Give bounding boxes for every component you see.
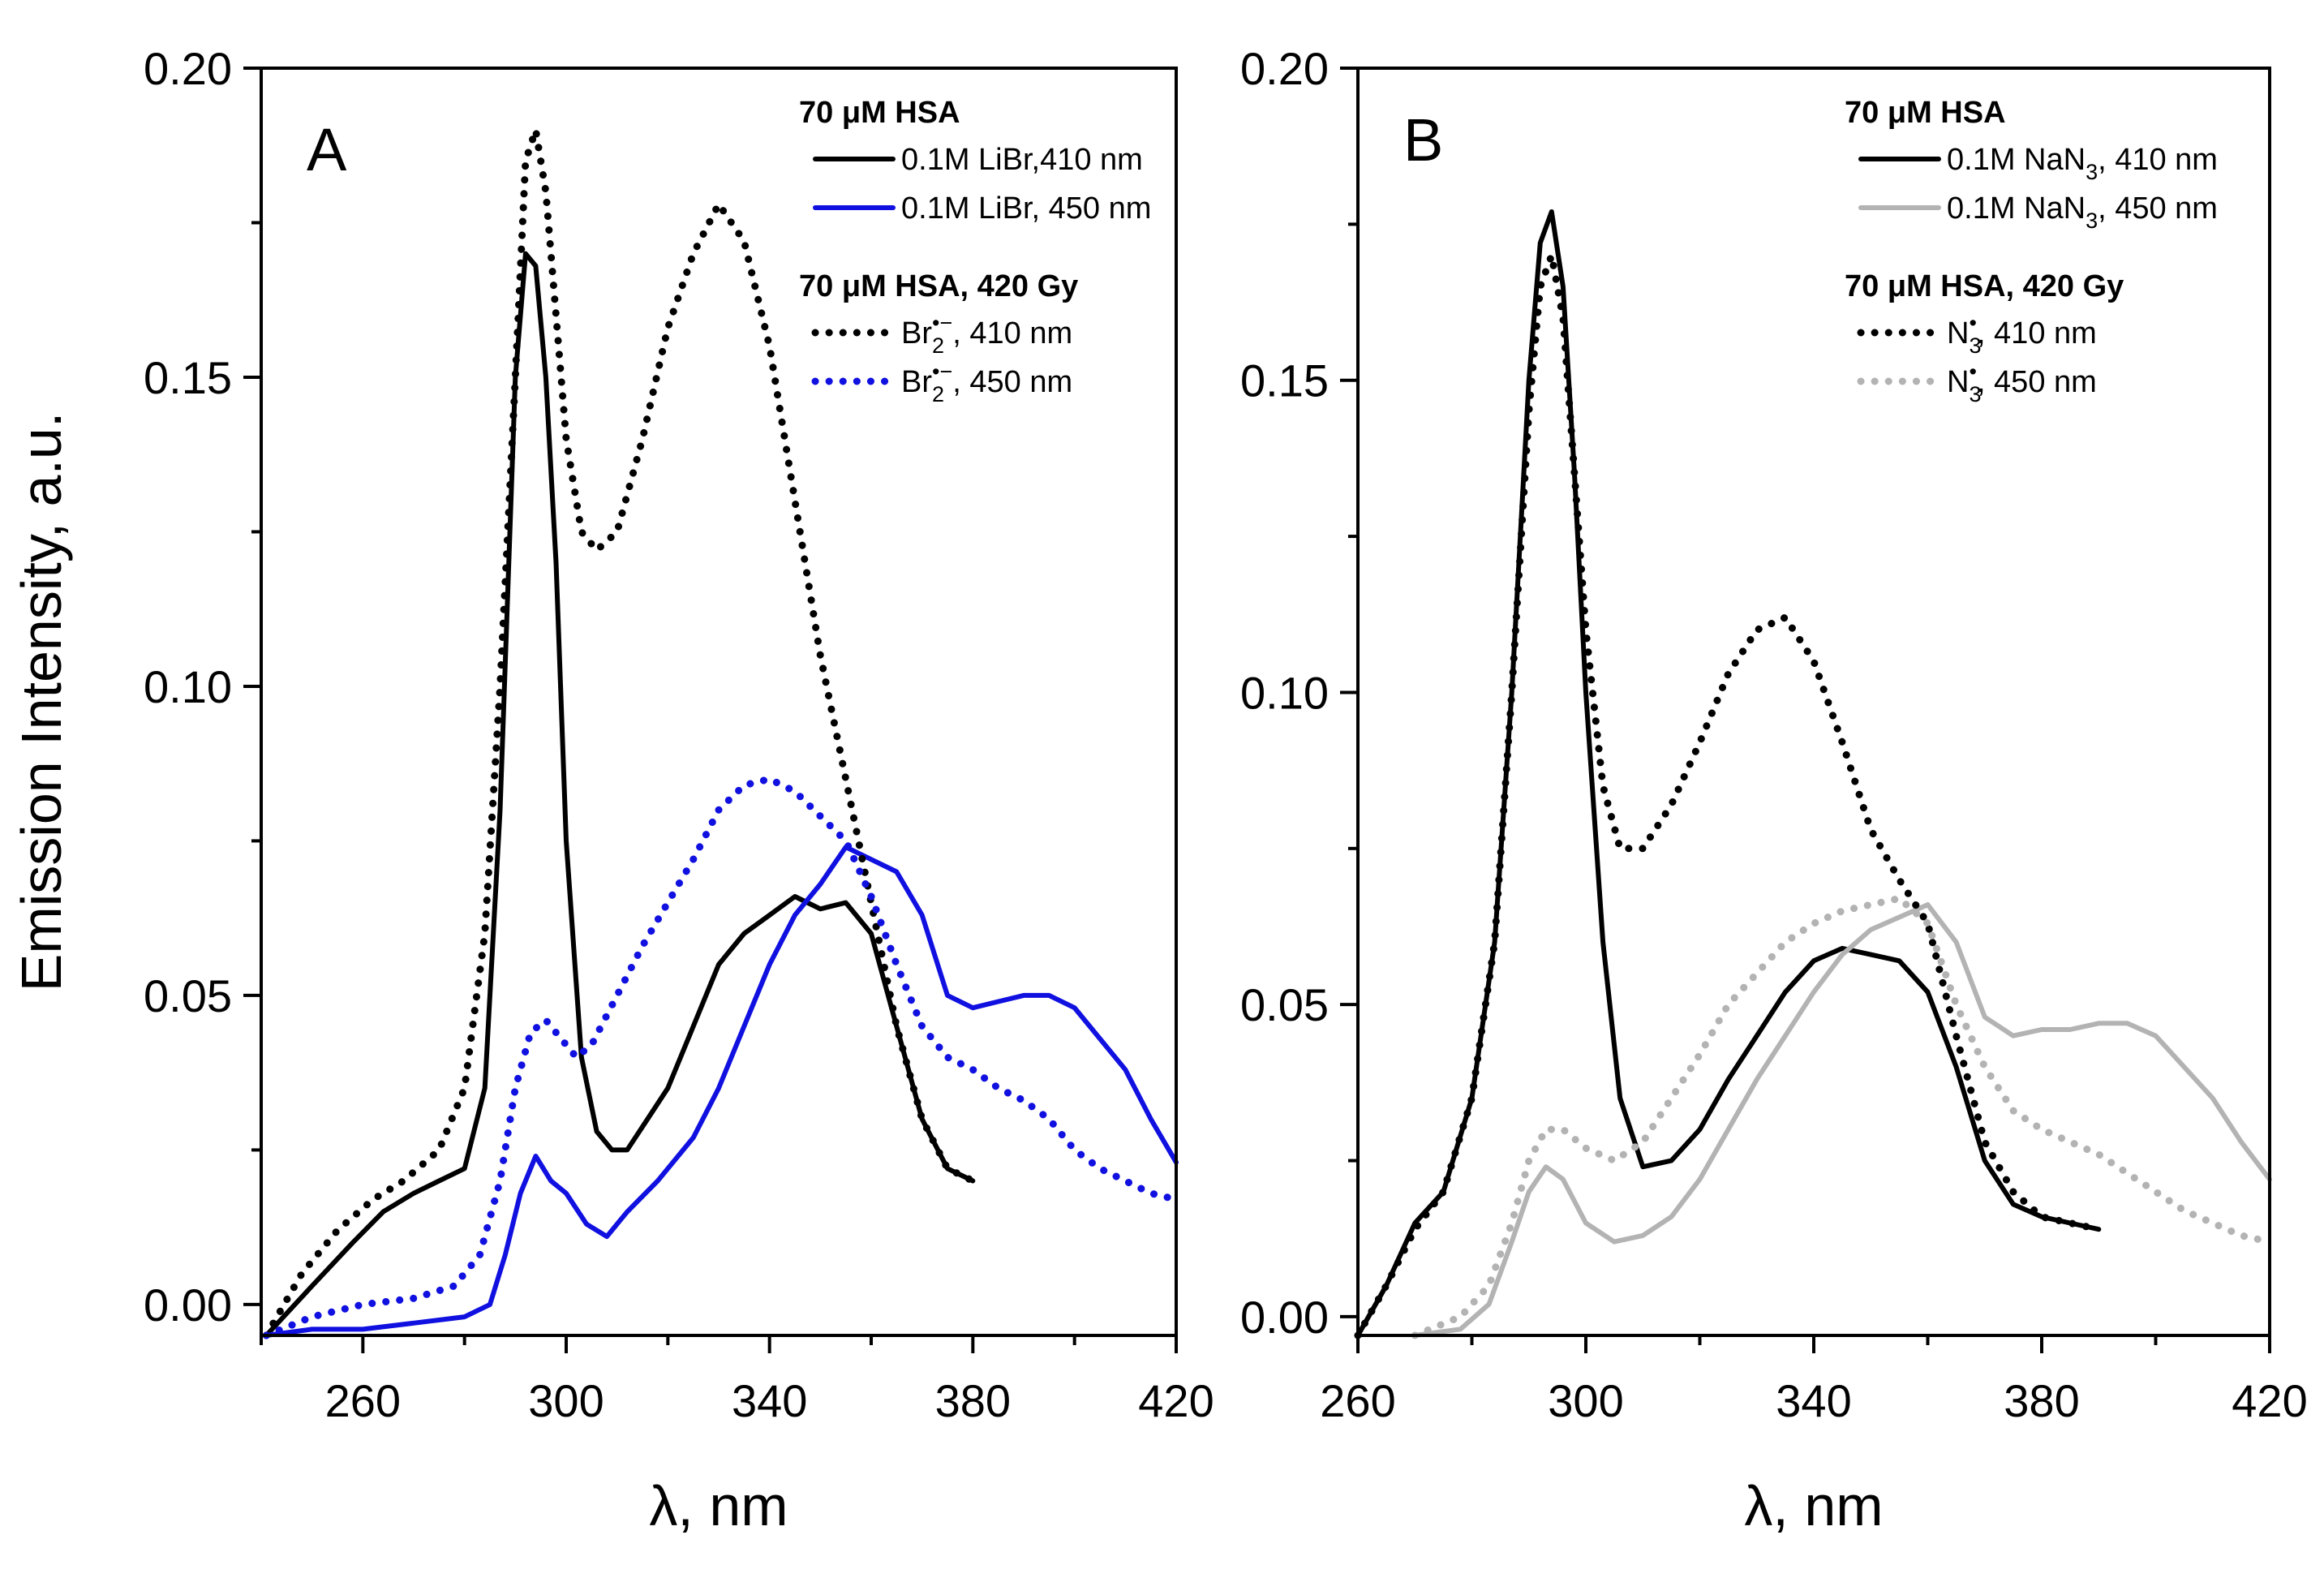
series-line-a-2 (262, 126, 977, 1339)
legend-a: 70 μM HSA 0.1M LiBr,410 nm 0.1M LiBr, 450 … (799, 96, 1151, 406)
series-line-b-2 (1354, 252, 2103, 1339)
series-line-a-3 (262, 775, 1180, 1339)
y-tick-label-b: 0.05 (1240, 979, 1329, 1030)
y-tick-label-a: 0.15 (144, 352, 232, 403)
legend-heading-b: 70 μM HSA (1845, 96, 2006, 130)
legend-label-b-0: 0.1M NaN3, 410 nm (1947, 143, 2218, 184)
plot-frame-a (260, 67, 1178, 1337)
y-tick-label-b: 0.15 (1240, 355, 1329, 406)
legend-heading-a: 70 μM HSA, 420 Gy (799, 269, 1078, 303)
x-tick-label-a: 380 (935, 1375, 1011, 1426)
legend-b: 70 μM HSA 0.1M NaN3, 410 nm 0.1M NaN3, 450… (1845, 96, 2218, 406)
x-tick-label-b: 340 (1776, 1375, 1851, 1426)
panel-a: 260 300 340 380 420 0.00 0.05 0.10 0.15 0.20 λ, nm… (10, 43, 1214, 1537)
plot-frame-b (1356, 67, 2271, 1337)
series-line-b-0 (1355, 209, 2102, 1338)
panel-b: 260 300 340 380 420 0.00 0.05 0.10 0.15 0.20 λ, nm… (1240, 43, 2308, 1537)
x-tick-label-a: 300 (528, 1375, 604, 1426)
x-tick-label-a: 260 (325, 1375, 401, 1426)
x-tick-label-b: 260 (1320, 1375, 1395, 1426)
legend-label-b-2: N3•, 410 nm (1947, 311, 2097, 358)
legend-label-a-1: 0.1M LiBr, 450 nm (901, 191, 1151, 226)
x-tick-label-a: 420 (1138, 1375, 1214, 1426)
y-tick-label-a: 0.20 (144, 43, 232, 94)
series-line-a-1 (264, 845, 1179, 1338)
legend-label-b-3: N3•, 450 nm (1947, 359, 2097, 406)
y-tick-label-a: 0.10 (144, 661, 232, 712)
x-tick-label-b: 420 (2232, 1375, 2307, 1426)
legend-label-a-0: 0.1M LiBr,410 nm (901, 143, 1143, 177)
x-tick-label-b: 380 (2004, 1375, 2079, 1426)
y-tick-label-b: 0.20 (1240, 43, 1329, 94)
y-tick-label-a: 0.00 (144, 1279, 232, 1331)
legend-label-b-1: 0.1M NaN3, 450 nm (1947, 191, 2218, 233)
x-tick-label-a: 340 (732, 1375, 807, 1426)
x-tick-label-b: 300 (1548, 1375, 1623, 1426)
x-axis-title-a: λ, nm (649, 1474, 788, 1537)
legend-heading-a: 70 μM HSA (799, 96, 960, 130)
legend-label-a-2: Br2•−, 410 nm (901, 311, 1072, 358)
legend-heading-b: 70 μM HSA, 420 Gy (1845, 269, 2124, 303)
legend-label-a-3: Br2•−, 450 nm (901, 359, 1072, 406)
series-line-b-1 (1412, 902, 2272, 1338)
panel-label-a: A (307, 116, 347, 183)
y-tick-label-a: 0.05 (144, 970, 232, 1021)
series-line-a-0 (264, 251, 976, 1338)
y-axis-title-a: Emission Intensity, a.u. (10, 412, 73, 992)
y-tick-label-b: 0.10 (1240, 667, 1329, 718)
panel-label-b: B (1403, 106, 1443, 174)
series-line-b-3 (1411, 894, 2274, 1339)
y-tick-label-b: 0.00 (1240, 1292, 1329, 1343)
x-axis-title-b: λ, nm (1744, 1474, 1883, 1537)
